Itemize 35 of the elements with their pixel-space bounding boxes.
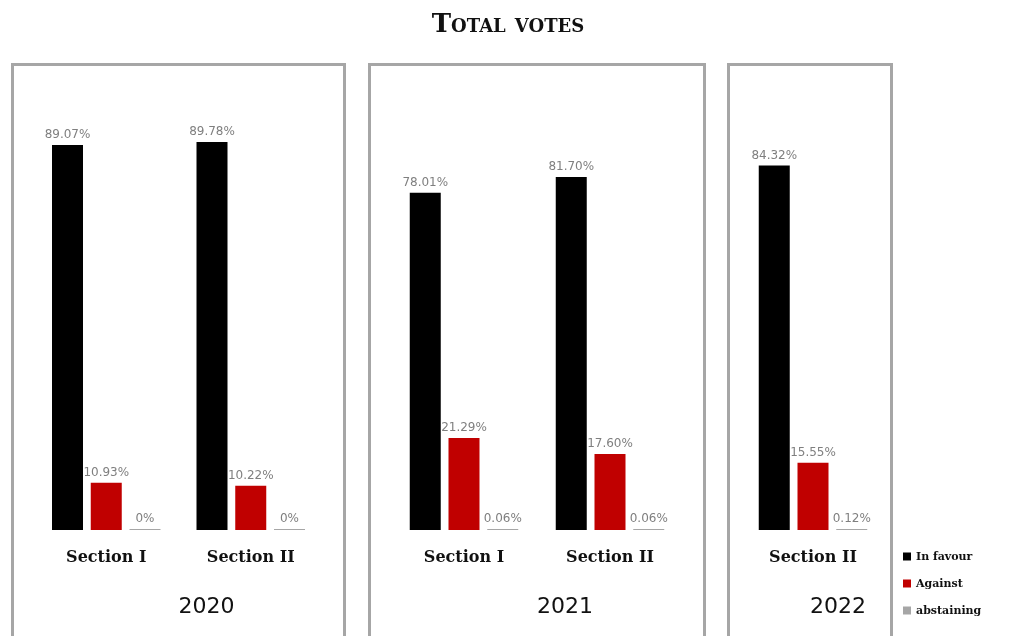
x-tick-label: Section II: [566, 546, 654, 566]
legend-label: abstaining: [916, 604, 982, 617]
data-label: 0.06%: [483, 511, 522, 525]
x-tick-label: Section I: [423, 546, 505, 566]
data-label: 0.06%: [629, 511, 668, 525]
bar: [448, 437, 480, 530]
bar: [594, 453, 626, 530]
bar: [555, 176, 587, 530]
x-axis-title: 2020: [178, 592, 235, 618]
data-label: 15.55%: [790, 444, 836, 459]
data-label: 89.07%: [44, 127, 91, 142]
x-tick-label: Section II: [769, 546, 857, 566]
x-axis-title: 2021: [537, 592, 593, 618]
data-label: 10.93%: [83, 464, 130, 479]
x-axis-title: 2022: [810, 592, 866, 618]
x-tick-label: Section II: [206, 546, 295, 566]
bar: [235, 485, 267, 530]
data-label: 78.01%: [402, 174, 449, 189]
data-label: 84.32%: [751, 147, 798, 162]
bar: [90, 482, 122, 530]
data-label: 0%: [135, 511, 155, 525]
text: Total votes: [430, 8, 586, 38]
bar: [196, 142, 228, 530]
data-label: 10.22%: [227, 467, 274, 482]
legend-label: Against: [915, 577, 964, 590]
data-label: 0.12%: [832, 511, 871, 525]
legend-label: In favour: [916, 550, 973, 563]
data-label: 0%: [279, 511, 300, 525]
data-label: 17.60%: [587, 435, 633, 450]
bar: [52, 145, 83, 530]
x-tick-label: Section I: [66, 546, 147, 566]
data-label: 89.78%: [189, 124, 235, 138]
bar: [409, 192, 441, 530]
data-label: 21.29%: [441, 419, 487, 434]
data-label: 81.70%: [548, 158, 595, 173]
